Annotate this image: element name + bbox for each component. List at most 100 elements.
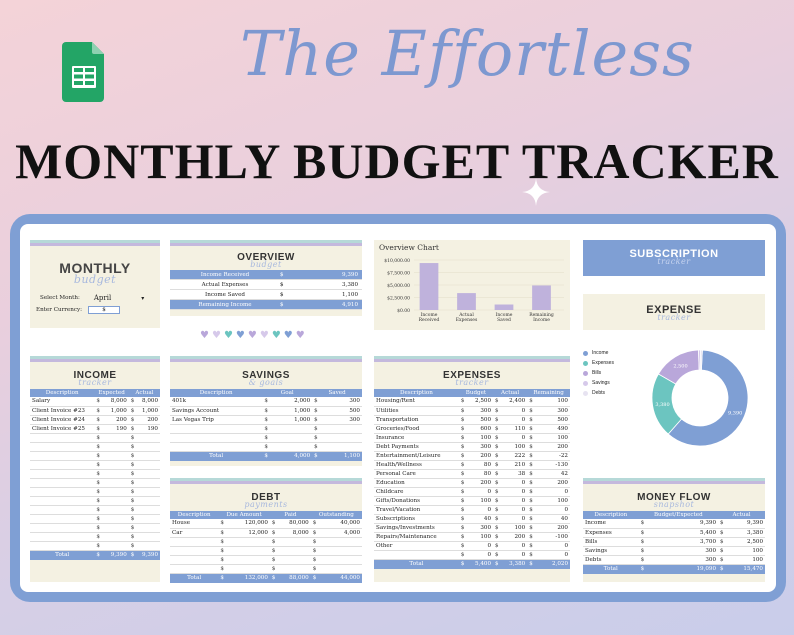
table-cell[interactable]: $ [638, 537, 658, 547]
table-cell[interactable]: $ [527, 469, 539, 479]
table-cell[interactable] [279, 537, 311, 547]
table-cell[interactable]: 300 [657, 546, 719, 556]
table-cell[interactable]: $ [458, 496, 469, 506]
table-cell[interactable] [103, 478, 129, 488]
table-cell[interactable]: 3,700 [657, 537, 719, 547]
table-cell[interactable] [170, 555, 219, 565]
table-cell[interactable]: 200 [538, 523, 570, 533]
table-cell[interactable]: 300 [538, 406, 570, 416]
table-cell[interactable] [137, 478, 160, 488]
table-cell[interactable]: $ [493, 469, 503, 479]
table-cell[interactable]: $ [638, 546, 658, 556]
table-cell[interactable]: Gifts/Donations [374, 496, 459, 506]
month-select[interactable]: April [93, 294, 112, 302]
table-cell[interactable]: $ [493, 406, 503, 416]
table-cell[interactable]: 200 [468, 451, 494, 461]
table-cell[interactable]: $ [94, 451, 104, 461]
table-cell[interactable]: -130 [538, 460, 570, 470]
table-cell[interactable]: $ [94, 469, 104, 479]
table-cell[interactable] [30, 514, 95, 524]
table-cell[interactable]: 2,000 [275, 397, 313, 407]
table-cell[interactable]: 120,000 [229, 519, 270, 529]
table-cell[interactable]: 190 [137, 424, 160, 434]
table-cell[interactable]: Insurance [374, 433, 459, 443]
table-cell[interactable] [103, 514, 129, 524]
table-cell[interactable]: $ [94, 433, 104, 443]
table-cell[interactable]: $ [128, 496, 138, 506]
table-cell[interactable]: Other [374, 541, 459, 551]
table-cell[interactable]: $ [128, 406, 138, 416]
table-cell[interactable]: $ [128, 433, 138, 443]
table-cell[interactable]: 1,000 [275, 415, 313, 425]
table-cell[interactable]: Education [374, 478, 459, 488]
table-cell[interactable]: $ [527, 514, 539, 524]
table-cell[interactable]: $ [638, 555, 658, 565]
table-cell[interactable]: 0 [502, 415, 528, 425]
table-cell[interactable]: 8,000 [137, 397, 160, 407]
table-cell[interactable]: 100 [729, 546, 765, 556]
table-cell[interactable] [30, 442, 95, 452]
table-cell[interactable]: 110 [502, 424, 528, 434]
table-cell[interactable]: $ [527, 550, 539, 560]
table-cell[interactable]: $ [310, 546, 324, 556]
table-cell[interactable]: $ [310, 519, 324, 529]
table-cell[interactable]: 3,380 [729, 528, 765, 538]
table-cell[interactable]: $ [458, 532, 469, 542]
table-cell[interactable]: 0 [468, 541, 494, 551]
table-cell[interactable] [137, 460, 160, 470]
table-cell[interactable] [30, 487, 95, 497]
table-cell[interactable]: $ [312, 424, 326, 434]
table-cell[interactable]: $ [458, 406, 469, 416]
table-cell[interactable]: $ [94, 424, 104, 434]
table-cell[interactable]: 190 [103, 424, 129, 434]
table-cell[interactable] [103, 541, 129, 551]
table-cell[interactable]: $ [718, 555, 730, 565]
table-cell[interactable]: $ [527, 397, 539, 407]
table-cell[interactable]: $ [94, 460, 104, 470]
table-cell[interactable]: 0 [502, 541, 528, 551]
table-cell[interactable]: $ [128, 487, 138, 497]
table-cell[interactable]: 100 [729, 555, 765, 565]
table-cell[interactable] [30, 496, 95, 506]
table-cell[interactable]: 8,000 [103, 397, 129, 407]
table-cell[interactable]: 0 [502, 487, 528, 497]
table-cell[interactable]: Las Vegas Trip [170, 415, 263, 425]
table-cell[interactable] [323, 546, 362, 556]
table-cell[interactable] [103, 433, 129, 443]
table-cell[interactable]: $ [262, 433, 276, 443]
table-cell[interactable]: 401k [170, 397, 263, 407]
table-cell[interactable]: 0 [538, 487, 570, 497]
table-cell[interactable] [323, 564, 362, 574]
table-cell[interactable]: $ [493, 541, 503, 551]
table-cell[interactable]: $ [458, 523, 469, 533]
table-cell[interactable]: 0 [502, 478, 528, 488]
table-cell[interactable]: 500 [468, 415, 494, 425]
table-cell[interactable]: $ [94, 541, 104, 551]
table-cell[interactable]: $ [638, 519, 658, 529]
table-cell[interactable] [103, 523, 129, 533]
table-cell[interactable] [279, 555, 311, 565]
table-cell[interactable]: 300 [325, 397, 362, 407]
table-cell[interactable]: $ [527, 433, 539, 443]
table-cell[interactable] [30, 451, 95, 461]
table-cell[interactable]: $ [310, 564, 324, 574]
table-cell[interactable]: Personal Care [374, 469, 459, 479]
table-cell[interactable]: $ [269, 537, 280, 547]
table-cell[interactable]: $ [312, 406, 326, 416]
table-cell[interactable]: 1,000 [137, 406, 160, 416]
table-cell[interactable]: $ [493, 505, 503, 515]
table-cell[interactable]: $ [458, 424, 469, 434]
table-cell[interactable]: 200 [103, 415, 129, 425]
table-cell[interactable] [275, 424, 313, 434]
table-cell[interactable]: $ [527, 442, 539, 452]
table-cell[interactable]: $ [527, 496, 539, 506]
table-cell[interactable]: $ [128, 478, 138, 488]
table-cell[interactable] [170, 424, 263, 434]
table-cell[interactable]: $ [128, 514, 138, 524]
table-cell[interactable]: $ [527, 523, 539, 533]
table-cell[interactable]: $ [527, 424, 539, 434]
table-cell[interactable] [30, 460, 95, 470]
table-cell[interactable]: $ [128, 397, 138, 407]
table-cell[interactable] [279, 546, 311, 556]
table-cell[interactable]: $ [218, 528, 230, 538]
